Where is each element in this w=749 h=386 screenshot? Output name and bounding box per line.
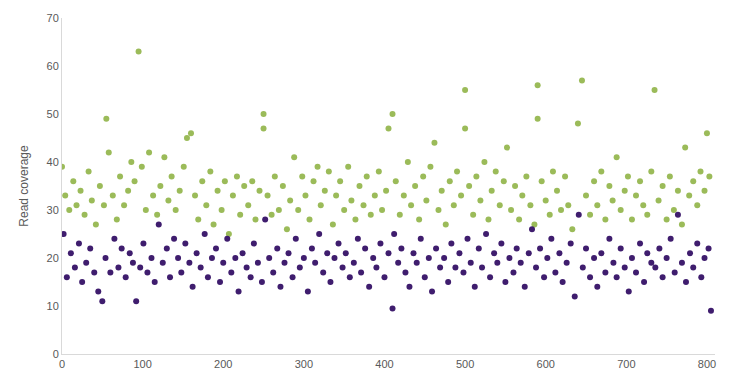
- svg-text:70: 70: [47, 12, 59, 24]
- svg-text:60: 60: [47, 60, 59, 72]
- svg-text:100: 100: [133, 358, 151, 370]
- svg-text:40: 40: [47, 156, 59, 168]
- svg-text:10: 10: [47, 300, 59, 312]
- svg-text:300: 300: [295, 358, 313, 370]
- svg-text:0: 0: [59, 358, 65, 370]
- svg-text:50: 50: [47, 108, 59, 120]
- svg-text:Read coverage: Read coverage: [17, 145, 31, 227]
- svg-text:20: 20: [47, 252, 59, 264]
- svg-text:600: 600: [537, 358, 555, 370]
- svg-text:400: 400: [375, 358, 393, 370]
- svg-text:0: 0: [53, 348, 59, 360]
- svg-text:200: 200: [214, 358, 232, 370]
- svg-text:30: 30: [47, 204, 59, 216]
- svg-text:800: 800: [698, 358, 716, 370]
- svg-text:500: 500: [456, 358, 474, 370]
- svg-text:700: 700: [617, 358, 635, 370]
